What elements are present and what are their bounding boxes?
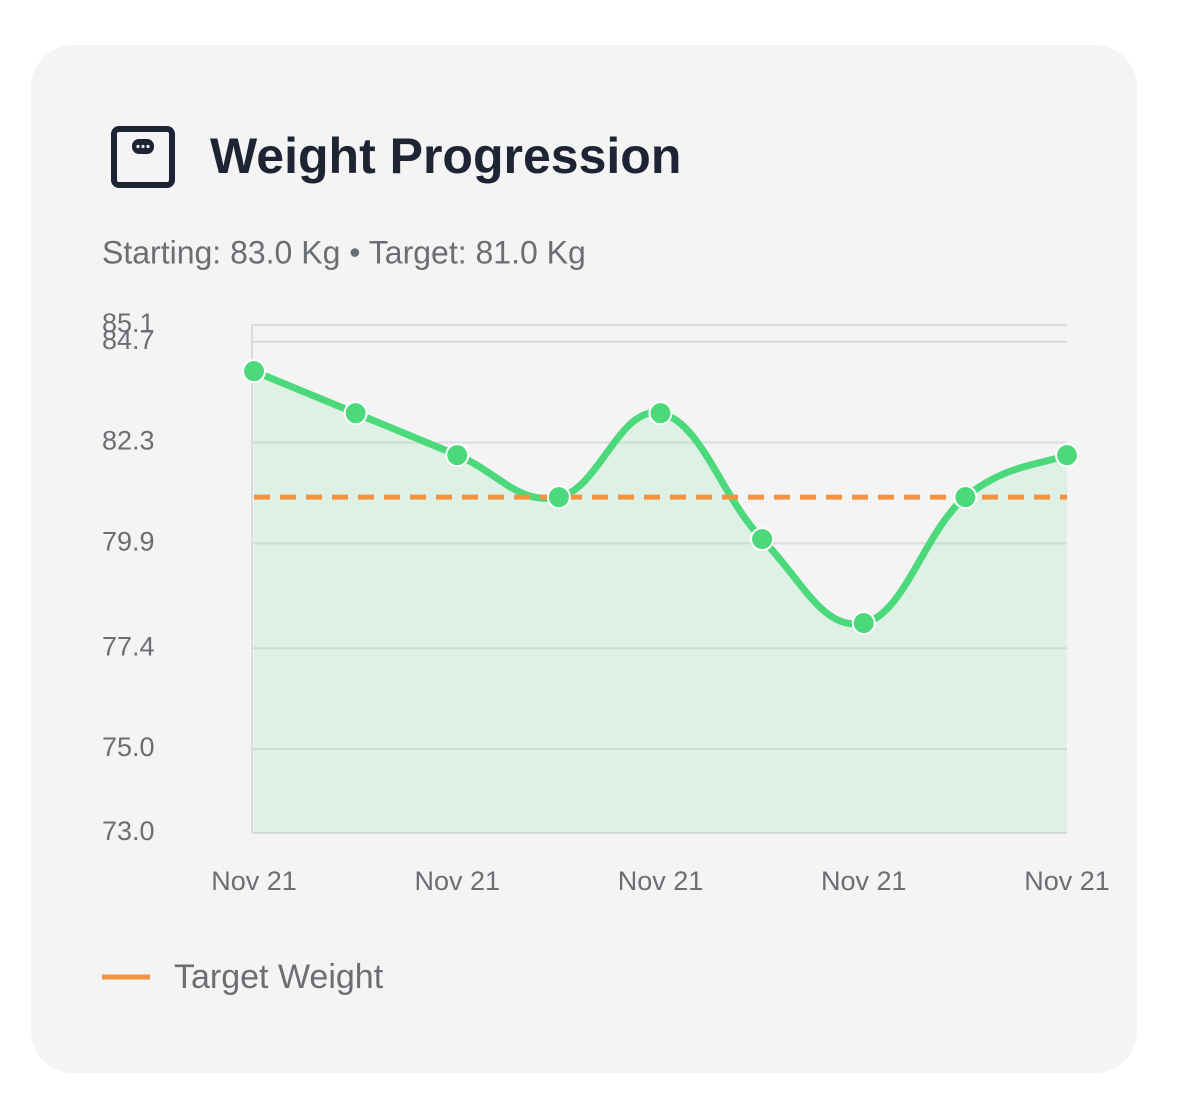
point <box>648 401 673 426</box>
scale-icon <box>111 126 175 188</box>
x-tick-label: Nov 21 <box>1024 866 1110 896</box>
x-tick-label: Nov 21 <box>821 866 907 896</box>
point <box>1055 443 1079 468</box>
area <box>254 371 1067 833</box>
x-tick-label: Nov 21 <box>211 866 297 896</box>
y-tick-label: 82.3 <box>102 426 155 456</box>
point <box>242 359 266 384</box>
y-tick-label: 73.0 <box>102 816 155 846</box>
y-tick-label: 84.7 <box>102 325 155 355</box>
subtitle: Starting: 83.0 Kg • Target: 81.0 Kg <box>102 234 586 270</box>
x-tick-label: Nov 21 <box>414 866 500 896</box>
y-tick-label: 79.9 <box>102 526 155 556</box>
point <box>546 485 571 510</box>
y-tick-label: 85.1 <box>102 308 155 338</box>
x-tick-label: Nov 21 <box>618 866 704 896</box>
legend-label: Target Weight <box>174 958 384 996</box>
y-tick-label: 75.0 <box>102 732 155 762</box>
y-tick-label: 77.4 <box>102 631 155 661</box>
point <box>750 527 775 552</box>
point <box>445 443 470 468</box>
point <box>851 611 876 636</box>
point <box>953 485 978 510</box>
point <box>343 401 368 426</box>
title: Weight Progression <box>210 128 681 184</box>
card <box>31 45 1137 1073</box>
